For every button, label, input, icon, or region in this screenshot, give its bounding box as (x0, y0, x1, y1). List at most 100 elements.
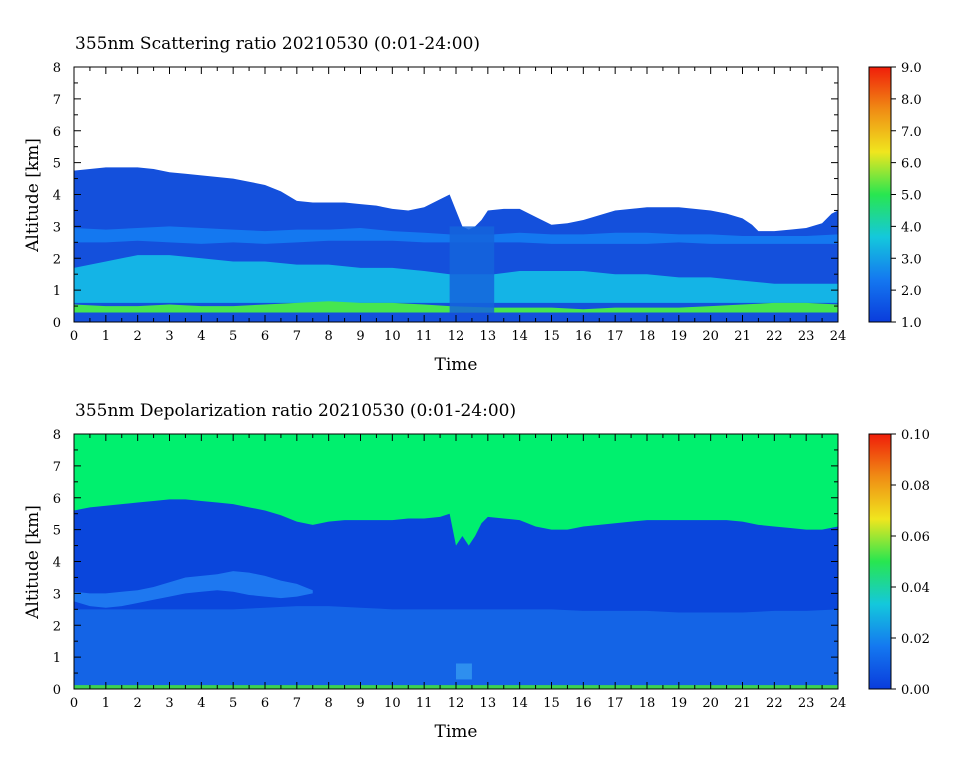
x-tick-label: 16 (575, 329, 592, 344)
y-axis-label: Altitude [km] (23, 505, 43, 620)
x-tick-label: 4 (197, 696, 205, 711)
x-tick-label: 9 (356, 696, 364, 711)
x-axis: 0 1 2 3 4 5 6 7 8 9 10 11 12 13 14 15 16 17 18 19 20 21 22 23 24 (70, 67, 846, 344)
y-axis: 0 1 2 3 4 5 6 7 8 (53, 428, 838, 698)
y-tick-label: 5 (53, 157, 61, 172)
y-tick-label: 4 (53, 189, 61, 204)
colorbar-tick-label: 9.0 (901, 61, 922, 76)
depolarization-ratio-panel: 355nm Depolarization ratio 20210530 (0:0… (23, 401, 930, 742)
colorbar-tick-label: 3.0 (901, 252, 922, 267)
chart-title: 355nm Scattering ratio 20210530 (0:01-24… (75, 34, 480, 54)
y-tick-label: 3 (53, 220, 61, 235)
colorbar-tick-label: 4.0 (901, 220, 922, 235)
x-tick-label: 11 (416, 696, 433, 711)
y-axis-label: Altitude [km] (23, 138, 43, 253)
y-tick-label: 2 (53, 252, 61, 267)
y-tick-label: 1 (53, 284, 61, 299)
y-tick-label: 2 (53, 619, 61, 634)
colorbar-tick-label: 0.00 (901, 683, 930, 698)
y-tick-label: 5 (53, 524, 61, 539)
x-tick-label: 13 (480, 329, 497, 344)
y-tick-label: 3 (53, 587, 61, 602)
x-tick-label: 14 (511, 696, 528, 711)
x-tick-label: 15 (543, 696, 560, 711)
y-tick-label: 7 (53, 460, 61, 475)
colorbar-tick-label: 2.0 (901, 284, 922, 299)
colorbar-scale (868, 433, 892, 690)
x-tick-label: 2 (134, 696, 142, 711)
colorbar-tick-label: 0.06 (901, 530, 930, 545)
layer-elevated-layer-2.5-3.5km (74, 571, 313, 608)
colorbar-tick-label: 6.0 (901, 157, 922, 172)
x-tick-label: 22 (766, 329, 783, 344)
colorbar-tick-label: 0.08 (901, 479, 930, 494)
layer-lower-layer-below-2.5km (74, 606, 838, 686)
colorbar-tick-label: 0.02 (901, 632, 930, 647)
x-axis: 0 1 2 3 4 5 6 7 8 9 10 11 12 13 14 15 16 17 18 19 20 21 22 23 24 (70, 434, 846, 711)
x-tick-label: 12 (448, 696, 465, 711)
colorbar-scale (868, 66, 892, 323)
x-tick-label: 11 (416, 329, 433, 344)
x-tick-label: 0 (70, 329, 78, 344)
x-tick-label: 0 (70, 696, 78, 711)
low-cloud-event (456, 663, 472, 680)
x-tick-label: 5 (229, 329, 237, 344)
x-tick-label: 9 (356, 329, 364, 344)
y-tick-label: 8 (53, 61, 61, 76)
x-tick-label: 17 (607, 696, 624, 711)
depolarization-ratio-colorbar: 0.00 0.02 0.04 0.06 0.08 0.10 (868, 428, 930, 698)
colorbar-tick-label: 5.0 (901, 189, 922, 204)
x-tick-label: 24 (830, 696, 847, 711)
x-tick-label: 20 (702, 329, 719, 344)
x-tick-label: 1 (102, 329, 110, 344)
x-tick-label: 3 (165, 696, 173, 711)
x-tick-label: 2 (134, 329, 142, 344)
x-tick-label: 12 (448, 329, 465, 344)
y-tick-label: 6 (53, 125, 61, 140)
x-axis-label: Time (435, 722, 478, 742)
x-tick-label: 10 (384, 329, 401, 344)
colorbar-tick-label: 0.10 (901, 428, 930, 443)
x-tick-label: 19 (671, 696, 688, 711)
x-tick-label: 23 (798, 696, 815, 711)
colorbar-tick-label: 7.0 (901, 125, 922, 140)
scattering-ratio-colorbar: 1.0 2.0 3.0 4.0 5.0 6.0 7.0 8.0 9.0 (868, 61, 922, 331)
x-tick-label: 8 (325, 329, 333, 344)
depolarization-ratio-heatmap (73, 433, 839, 690)
low-cloud-event (449, 226, 495, 313)
x-tick-label: 13 (480, 696, 497, 711)
y-tick-label: 1 (53, 651, 61, 666)
x-axis-label: Time (435, 355, 478, 375)
x-tick-label: 24 (830, 329, 847, 344)
x-tick-label: 6 (261, 329, 269, 344)
x-tick-label: 23 (798, 329, 815, 344)
scattering-ratio-panel: 355nm Scattering ratio 20210530 (0:01-24… (23, 34, 922, 375)
x-tick-label: 19 (671, 329, 688, 344)
x-tick-label: 15 (543, 329, 560, 344)
y-axis: 0 1 2 3 4 5 6 7 8 (53, 61, 838, 331)
x-tick-label: 3 (165, 329, 173, 344)
y-tick-label: 0 (53, 683, 61, 698)
x-tick-label: 16 (575, 696, 592, 711)
x-tick-label: 21 (734, 329, 751, 344)
x-tick-label: 8 (325, 696, 333, 711)
x-tick-label: 17 (607, 329, 624, 344)
x-tick-label: 10 (384, 696, 401, 711)
x-tick-label: 20 (702, 696, 719, 711)
x-tick-label: 4 (197, 329, 205, 344)
colorbar-tick-label: 0.04 (901, 581, 930, 596)
y-tick-label: 0 (53, 316, 61, 331)
y-tick-label: 8 (53, 428, 61, 443)
x-tick-label: 14 (511, 329, 528, 344)
x-tick-label: 6 (261, 696, 269, 711)
x-tick-label: 18 (639, 329, 656, 344)
x-tick-label: 5 (229, 696, 237, 711)
x-tick-label: 7 (293, 329, 301, 344)
colorbar-tick-label: 8.0 (901, 93, 922, 108)
x-tick-label: 1 (102, 696, 110, 711)
x-tick-label: 22 (766, 696, 783, 711)
y-tick-label: 7 (53, 93, 61, 108)
colorbar-tick-label: 1.0 (901, 316, 922, 331)
scattering-ratio-heatmap (73, 66, 839, 323)
